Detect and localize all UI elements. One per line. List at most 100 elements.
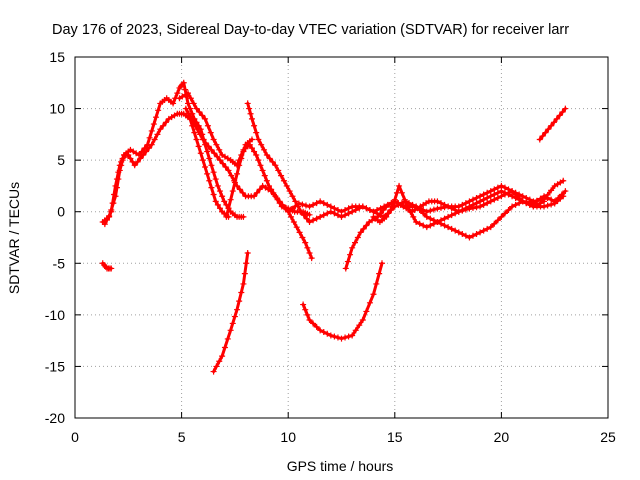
data-point-marker (370, 291, 377, 298)
data-point-marker (437, 217, 444, 224)
data-point-marker (302, 202, 309, 209)
data-point-marker (108, 265, 115, 272)
data-point-marker (306, 203, 313, 210)
data-point-marker (338, 213, 345, 220)
series-markers-track-9 (370, 182, 548, 231)
data-point-marker (469, 232, 476, 239)
data-point-marker (248, 145, 255, 152)
data-point-marker (310, 320, 317, 327)
data-point-marker (349, 208, 356, 215)
data-point-marker (261, 172, 268, 179)
data-point-marker (258, 141, 265, 148)
data-point-marker (213, 363, 220, 370)
series-markers-track-10 (300, 260, 386, 342)
data-point-marker (377, 210, 384, 217)
data-point-marker (229, 188, 236, 195)
data-point-marker (109, 200, 116, 207)
data-point-marker (115, 169, 122, 176)
series-markers-track-13 (536, 105, 569, 143)
series-line-track-13 (538, 107, 567, 141)
data-point-marker (560, 177, 567, 184)
data-point-marker (208, 184, 215, 191)
data-point-marker (148, 127, 155, 134)
data-point-marker (261, 146, 268, 153)
data-point-marker (480, 196, 487, 203)
data-point-marker (501, 210, 508, 217)
data-point-marker (292, 203, 299, 210)
data-point-marker (404, 203, 411, 210)
data-point-marker (227, 196, 234, 203)
data-point-marker (238, 289, 245, 296)
data-point-marker (299, 201, 306, 208)
data-point-marker (300, 212, 307, 219)
series-markers-track-4 (182, 105, 315, 262)
data-point-marker (445, 203, 452, 210)
series-line-track-2 (103, 112, 230, 226)
data-point-marker (236, 162, 243, 169)
data-point-marker (286, 188, 293, 195)
data-point-marker (302, 306, 309, 313)
data-point-marker (345, 210, 352, 217)
data-point-marker (441, 201, 448, 208)
x-axis-label: GPS time / hours (287, 458, 394, 474)
data-point-marker (131, 162, 138, 169)
data-point-marker (222, 164, 229, 171)
data-point-marker (101, 221, 108, 228)
data-point-marker (310, 201, 317, 208)
data-point-marker (562, 105, 569, 112)
data-point-marker (398, 189, 405, 196)
data-point-marker (113, 176, 120, 183)
data-point-marker (300, 301, 307, 308)
data-point-marker (289, 193, 296, 200)
data-point-marker (244, 249, 251, 256)
data-point-marker (363, 222, 370, 229)
data-point-marker (533, 201, 540, 208)
data-point-marker (473, 194, 480, 201)
data-point-marker (272, 162, 279, 169)
data-point-marker (437, 200, 444, 207)
data-point-marker (236, 186, 243, 193)
data-point-marker (275, 167, 282, 174)
data-point-marker (221, 198, 228, 205)
data-point-marker (188, 115, 195, 122)
data-point-marker (157, 126, 164, 133)
data-point-marker (427, 215, 434, 222)
data-point-marker (241, 270, 248, 277)
data-point-marker (416, 220, 423, 227)
data-point-marker (244, 100, 251, 107)
data-point-marker (251, 122, 258, 129)
data-point-marker (455, 203, 462, 210)
data-point-marker (459, 231, 466, 238)
data-point-marker (196, 109, 203, 116)
data-point-marker (413, 219, 420, 226)
data-point-marker (430, 220, 437, 227)
data-point-marker (487, 224, 494, 231)
data-point-marker (154, 131, 161, 138)
data-point-marker (204, 148, 211, 155)
data-point-marker (116, 162, 123, 169)
data-point-marker (327, 203, 334, 210)
data-point-marker (379, 260, 386, 267)
data-point-marker (523, 200, 530, 207)
y-tick-label: -5 (53, 255, 66, 271)
data-point-marker (498, 213, 505, 220)
data-point-marker (462, 205, 469, 212)
data-point-marker (137, 155, 144, 162)
data-point-marker (206, 155, 213, 162)
y-tick-label: 0 (57, 204, 65, 220)
data-point-marker (430, 206, 437, 213)
data-point-marker (170, 100, 177, 107)
data-point-marker (359, 317, 366, 324)
data-point-marker (255, 136, 262, 143)
data-point-marker (542, 129, 549, 136)
data-point-marker (487, 188, 494, 195)
data-point-marker (342, 206, 349, 213)
data-series (99, 79, 569, 375)
data-point-marker (224, 335, 231, 342)
data-point-marker (345, 333, 352, 340)
data-point-marker (357, 229, 364, 236)
data-point-marker (480, 201, 487, 208)
data-point-marker (210, 136, 217, 143)
data-point-marker (455, 208, 462, 215)
data-point-marker (484, 200, 491, 207)
